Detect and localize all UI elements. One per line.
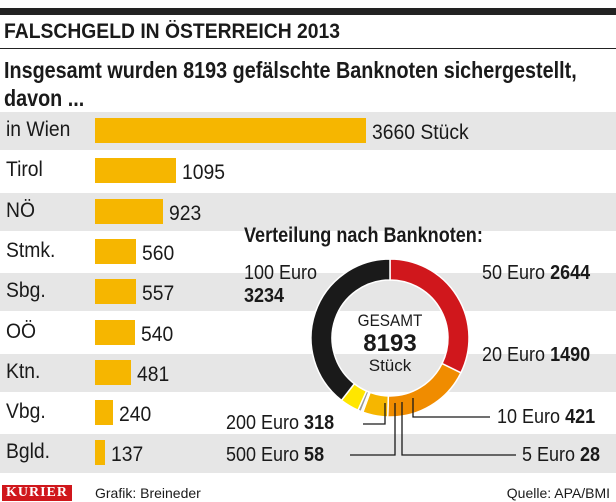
- bar-category-label: Sbg.: [6, 279, 46, 303]
- bar-category-label: NÖ: [6, 198, 35, 222]
- bar: [95, 158, 177, 184]
- bar-value-label: 557: [142, 282, 175, 306]
- headline-line-2: davon ...: [4, 85, 85, 111]
- slice-name: 200 Euro: [226, 412, 300, 434]
- bar-value-label: 923: [169, 201, 202, 225]
- slice-value: 2644: [550, 262, 591, 284]
- slice-value: 421: [565, 406, 596, 428]
- slice-name: 50 Euro: [482, 262, 546, 284]
- bar: [95, 198, 164, 224]
- bar-category-label: Vbg.: [6, 400, 46, 424]
- top-rule: [0, 8, 616, 15]
- donut-slice-label: 5 Euro 28: [522, 444, 600, 467]
- bar: [95, 279, 137, 305]
- bar-category-label: Tirol: [6, 158, 43, 182]
- kurier-logo: KURIER: [2, 485, 73, 501]
- bar-category-label: Stmk.: [6, 238, 56, 262]
- donut-slice: [310, 258, 391, 402]
- bar: [95, 238, 137, 264]
- leader-line: [412, 398, 490, 418]
- slice-name: 500 Euro: [226, 444, 300, 466]
- slice-value: 58: [304, 444, 325, 466]
- donut-slice-label: 50 Euro 2644: [482, 262, 590, 285]
- slice-value: 1490: [550, 344, 591, 366]
- donut-center-value: 8193: [363, 330, 417, 357]
- leader-line: [401, 402, 516, 456]
- slice-name: 5 Euro: [522, 444, 576, 466]
- bar-category-label: Bgld.: [6, 440, 51, 464]
- donut-slice-label: 20 Euro 1490: [482, 344, 590, 367]
- bar-value-label: 240: [118, 403, 152, 427]
- bar-value-label: 560: [142, 241, 175, 265]
- donut-slice-label: 200 Euro 318: [226, 412, 334, 435]
- bar-value-label: 3660 Stück: [372, 121, 469, 144]
- donut-slice-label: 10 Euro 421: [497, 406, 595, 429]
- bar-category-label: in Wien: [6, 118, 71, 141]
- donut-title: Verteilung nach Banknoten:: [244, 224, 483, 247]
- bar-value-label: 137: [111, 443, 144, 467]
- chart-kicker: FALSCHGELD IN ÖSTERREICH 2013: [4, 20, 341, 43]
- graphic-credit: Grafik: Breineder: [95, 485, 201, 501]
- slice-value: 28: [580, 444, 601, 466]
- bar: [95, 118, 366, 143]
- chart-headline: Insgesamt wurden 8193 gefälschte Banknot…: [4, 56, 577, 112]
- bar-value-label: 1095: [182, 161, 226, 185]
- bar: [95, 359, 131, 385]
- donut-slice-label: 100 Euro 3234: [244, 262, 317, 308]
- leader-line: [363, 403, 386, 425]
- bar-value-label: 540: [140, 322, 174, 346]
- slice-name: 20 Euro: [482, 344, 546, 366]
- slice-name: 10 Euro: [497, 406, 561, 428]
- donut-slice-label: 500 Euro 58: [226, 444, 324, 467]
- leader-line: [350, 403, 396, 456]
- bar-category-label: Ktn.: [6, 359, 41, 383]
- donut-center-unit: Stück: [368, 356, 412, 375]
- bar-category-label: OÖ: [6, 319, 37, 343]
- slice-name: 100 Euro: [244, 262, 318, 284]
- slice-value: 3234: [244, 285, 285, 307]
- data-source: Quelle: APA/BMI: [506, 485, 610, 501]
- headline-line-1: Insgesamt wurden 8193 gefälschte Banknot…: [4, 57, 577, 83]
- bar: [95, 400, 113, 426]
- bar-value-label: 481: [136, 362, 169, 386]
- slice-value: 318: [304, 412, 335, 434]
- donut-center-label: GESAMT: [357, 311, 423, 330]
- bar: [95, 319, 135, 345]
- bar: [95, 440, 106, 466]
- header-rule: [0, 48, 616, 49]
